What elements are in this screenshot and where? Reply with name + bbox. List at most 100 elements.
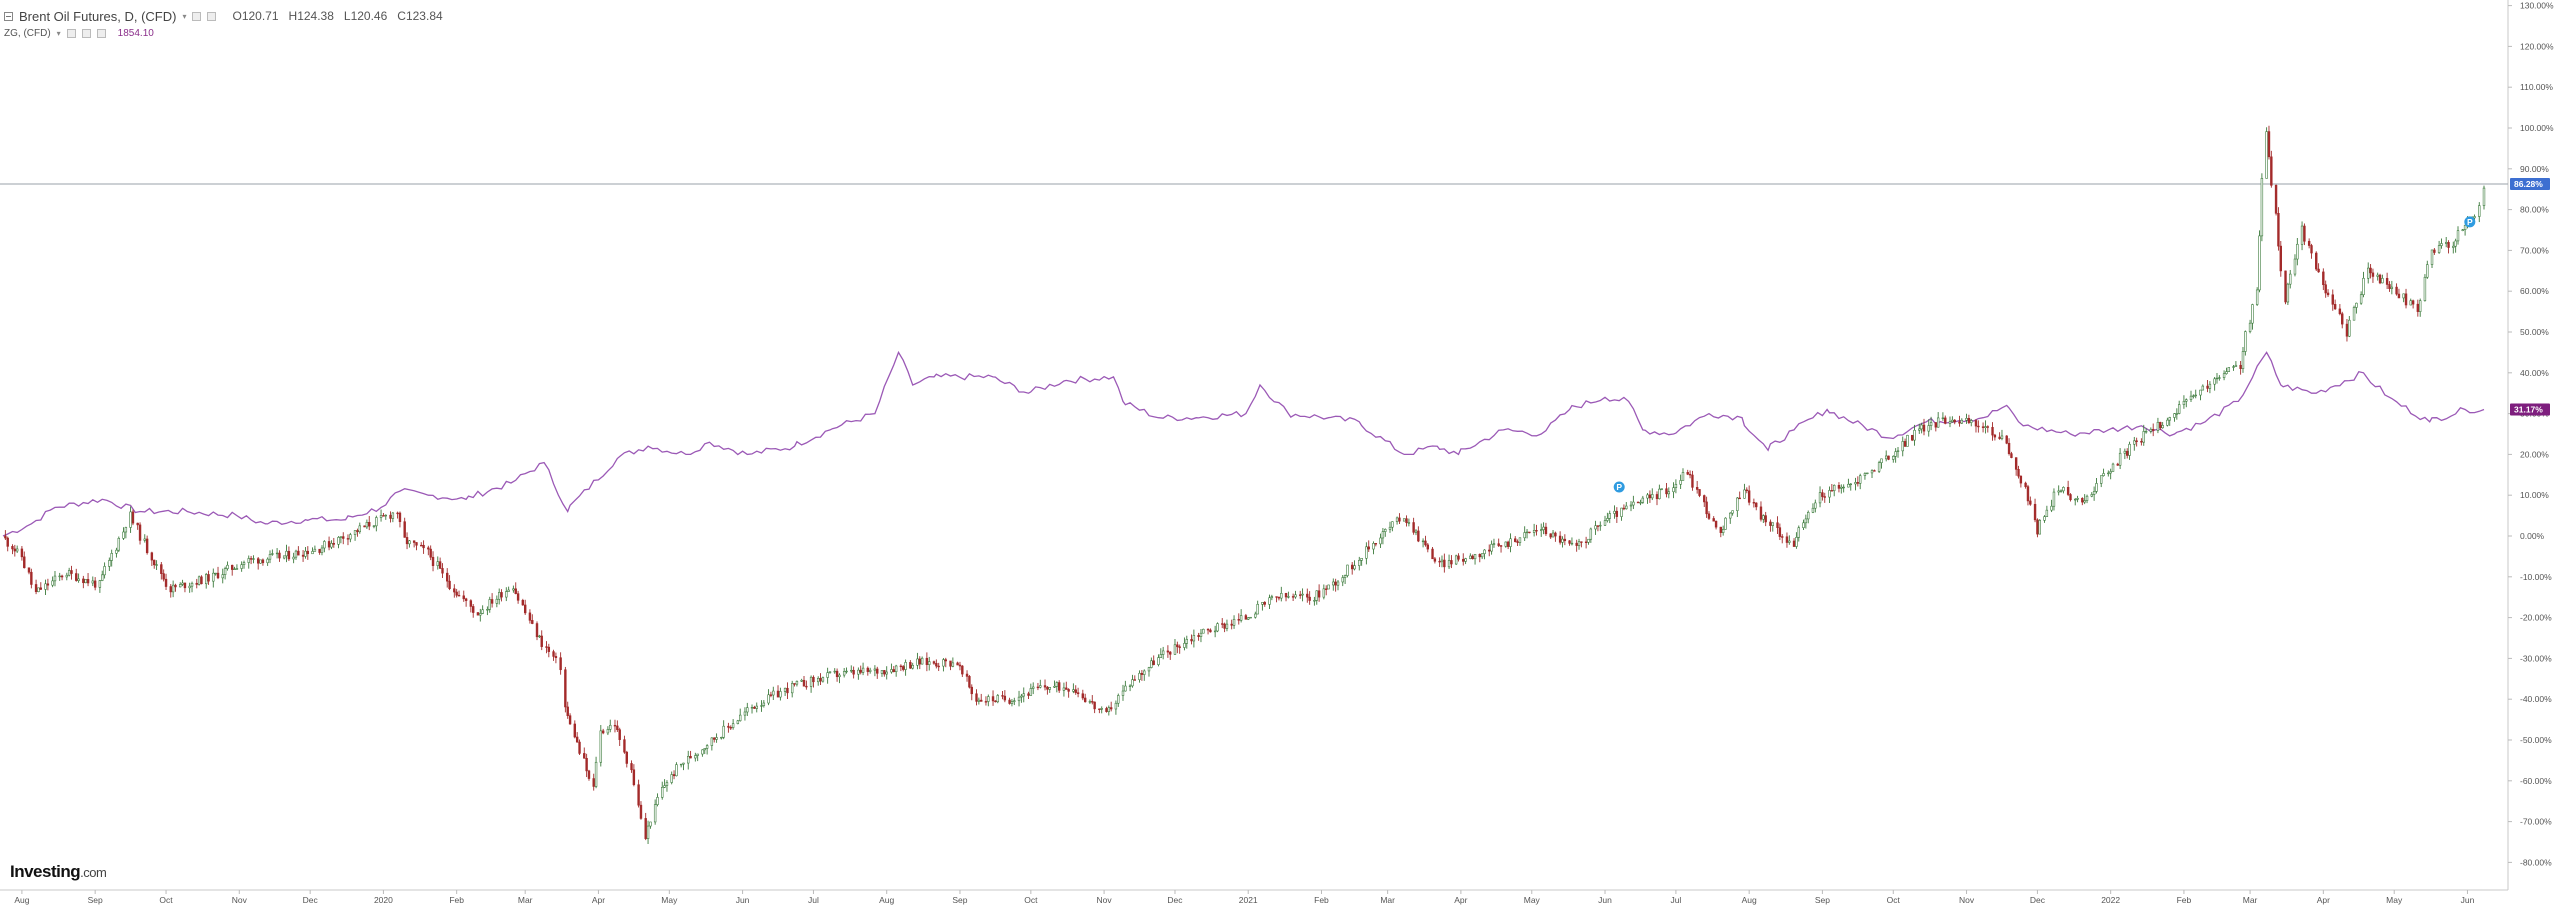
candle	[2296, 238, 2299, 266]
candle	[34, 579, 38, 595]
compare-symbol[interactable]: ZG, (CFD)	[4, 27, 51, 39]
candle	[1043, 679, 1047, 691]
candle	[330, 540, 333, 550]
instrument-title[interactable]: Brent Oil Futures, D, (CFD)	[19, 8, 177, 24]
candle	[1769, 519, 1772, 532]
settings-icon[interactable]	[66, 28, 76, 38]
candle	[346, 534, 350, 546]
candle	[2267, 125, 2271, 160]
chevron-down-icon[interactable]: ▾	[56, 28, 61, 38]
collapse-icon[interactable]	[4, 11, 13, 21]
candle	[609, 719, 612, 733]
candle	[2111, 462, 2115, 472]
x-axis[interactable]: Aug Sep Oct Nov Dec 2020 Feb Mar Apr May Jun Jul Aug…	[14, 890, 2475, 905]
candle	[2416, 299, 2420, 317]
candle	[342, 532, 345, 545]
x-tick-label: Mar	[2243, 895, 2258, 905]
candle	[1762, 514, 1765, 523]
y-tick-label: 10.00%	[2520, 490, 2549, 500]
candle	[356, 528, 359, 537]
hide-icon[interactable]	[207, 11, 217, 21]
candle	[578, 739, 581, 756]
candle	[1910, 434, 1914, 442]
candle	[1020, 693, 1023, 703]
candle	[1457, 553, 1460, 562]
candle	[505, 587, 508, 602]
candle	[507, 586, 510, 592]
candle	[448, 575, 451, 591]
candle	[1083, 693, 1087, 703]
candle	[1346, 564, 1349, 578]
candle	[1620, 507, 1623, 521]
candle	[661, 781, 664, 800]
candle	[1792, 538, 1796, 547]
candle	[1117, 693, 1120, 707]
candle	[1185, 635, 1188, 649]
candle	[1216, 622, 1219, 633]
candle	[1641, 495, 1645, 504]
candle	[164, 573, 168, 590]
x-tick-label: Aug	[14, 895, 29, 905]
chevron-down-icon[interactable]: ▾	[182, 11, 187, 21]
candle	[833, 668, 836, 674]
candle	[1833, 484, 1836, 497]
candle	[2270, 150, 2273, 188]
open-value: O120.71	[232, 9, 279, 23]
candle	[382, 512, 385, 517]
candle	[1109, 701, 1113, 712]
candle	[1081, 689, 1085, 701]
candle	[1414, 529, 1418, 536]
candle	[2241, 346, 2245, 373]
candle	[2454, 238, 2457, 253]
candle	[495, 595, 499, 608]
candle	[790, 680, 794, 698]
y-tick-label: 110.00%	[2520, 82, 2553, 92]
candle	[1558, 531, 1562, 545]
candle	[2447, 240, 2450, 254]
investing-logo[interactable]: Investing.com	[10, 862, 107, 882]
candle	[1967, 414, 1971, 425]
candle	[1672, 482, 1675, 499]
candle	[11, 544, 14, 555]
candle	[2404, 288, 2408, 309]
candle	[2173, 412, 2176, 422]
candle	[958, 661, 962, 671]
candle	[58, 572, 61, 581]
candle	[1046, 686, 1049, 695]
candle	[1738, 491, 1741, 500]
candle	[1589, 527, 1593, 543]
candle	[1705, 496, 1708, 518]
candle	[1098, 708, 1101, 714]
candle	[1270, 594, 1274, 601]
settings-icon[interactable]	[192, 11, 202, 21]
candle	[379, 509, 383, 522]
y-axis[interactable]: 130.00% 120.00% 110.00% 100.00% 90.00% 80.00%…	[2508, 1, 2554, 868]
candle	[44, 579, 47, 595]
candle	[230, 564, 234, 576]
remove-icon[interactable]	[96, 28, 106, 38]
candle	[1128, 684, 1132, 692]
candle	[1256, 600, 1259, 615]
candle	[1660, 488, 1663, 491]
candle	[1093, 701, 1096, 714]
candle	[1901, 436, 1904, 457]
x-tick-label: Oct	[1887, 895, 1901, 905]
candle	[86, 573, 90, 587]
y-tick-label: 20.00%	[2520, 449, 2549, 459]
candle	[1724, 517, 1727, 530]
candle	[427, 545, 430, 556]
candle	[1249, 616, 1252, 619]
candle	[2215, 373, 2219, 384]
candle	[207, 570, 210, 585]
candle	[682, 762, 685, 771]
candle	[1518, 537, 1522, 546]
candle	[110, 549, 113, 567]
x-tick-label: Jun	[2461, 895, 2475, 905]
candle	[486, 606, 489, 616]
candle	[2177, 400, 2181, 415]
hide-icon[interactable]	[81, 28, 91, 38]
candle	[375, 515, 378, 532]
candle	[703, 748, 706, 755]
candle	[1213, 625, 1217, 638]
